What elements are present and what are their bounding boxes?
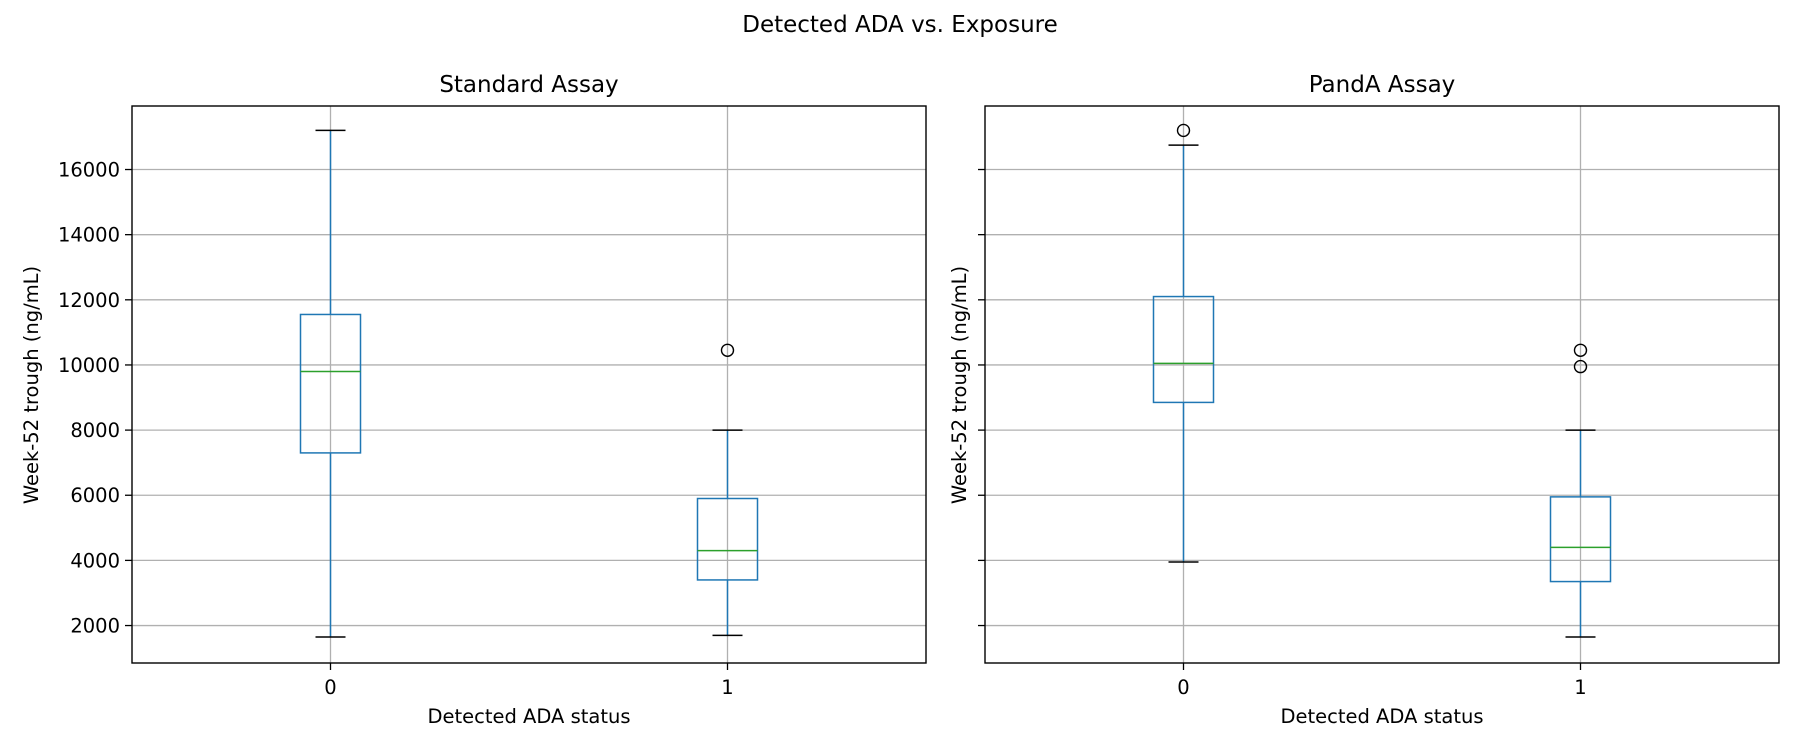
y-tick-label: 14000: [58, 224, 120, 247]
y-tick-label: 6000: [70, 484, 120, 507]
panel-standard-assay: Standard Assay 2000 4000 6000 8000 10000 1200…: [20, 72, 927, 728]
y-axis-label: Week-52 trough (ng/mL): [948, 266, 971, 504]
box-0: [299, 129, 362, 638]
plot-area: 2000 4000 6000 8000 10000 12000 14000 16000 0 1: [58, 105, 927, 699]
x-axis-label: Detected ADA status: [1280, 705, 1483, 728]
box-1: [696, 343, 759, 637]
y-tick-label: 10000: [58, 354, 120, 377]
x-axis-label: Detected ADA status: [427, 705, 630, 728]
iqr-box: [299, 313, 362, 454]
x-tick-label: 0: [324, 676, 336, 699]
outlier-point: [1573, 343, 1588, 357]
x-tick-label: 1: [721, 676, 733, 699]
iqr-box: [696, 497, 759, 581]
figure-title: Detected ADA vs. Exposure: [742, 12, 1058, 38]
axes-frame: [131, 105, 927, 664]
iqr-box: [1152, 295, 1215, 404]
axes-frame: [984, 105, 1780, 664]
outlier-point: [720, 343, 735, 357]
y-tick-label: 12000: [58, 289, 120, 312]
iqr-box: [1549, 496, 1612, 583]
x-tick-label: 0: [1177, 676, 1189, 699]
box-1: [1549, 343, 1612, 638]
x-tick-label: 1: [1574, 676, 1586, 699]
y-axis-label: Week-52 trough (ng/mL): [20, 266, 43, 504]
y-tick-label: 16000: [58, 159, 120, 182]
panel-title: Standard Assay: [439, 72, 618, 98]
y-tick-label: 4000: [70, 549, 120, 572]
y-tick-label: 8000: [70, 419, 120, 442]
y-tick-label: 2000: [70, 615, 120, 638]
outlier-point: [1573, 359, 1588, 374]
panel-title: PandA Assay: [1309, 72, 1456, 98]
outlier-point: [1176, 123, 1191, 138]
box-0: [1152, 123, 1215, 563]
